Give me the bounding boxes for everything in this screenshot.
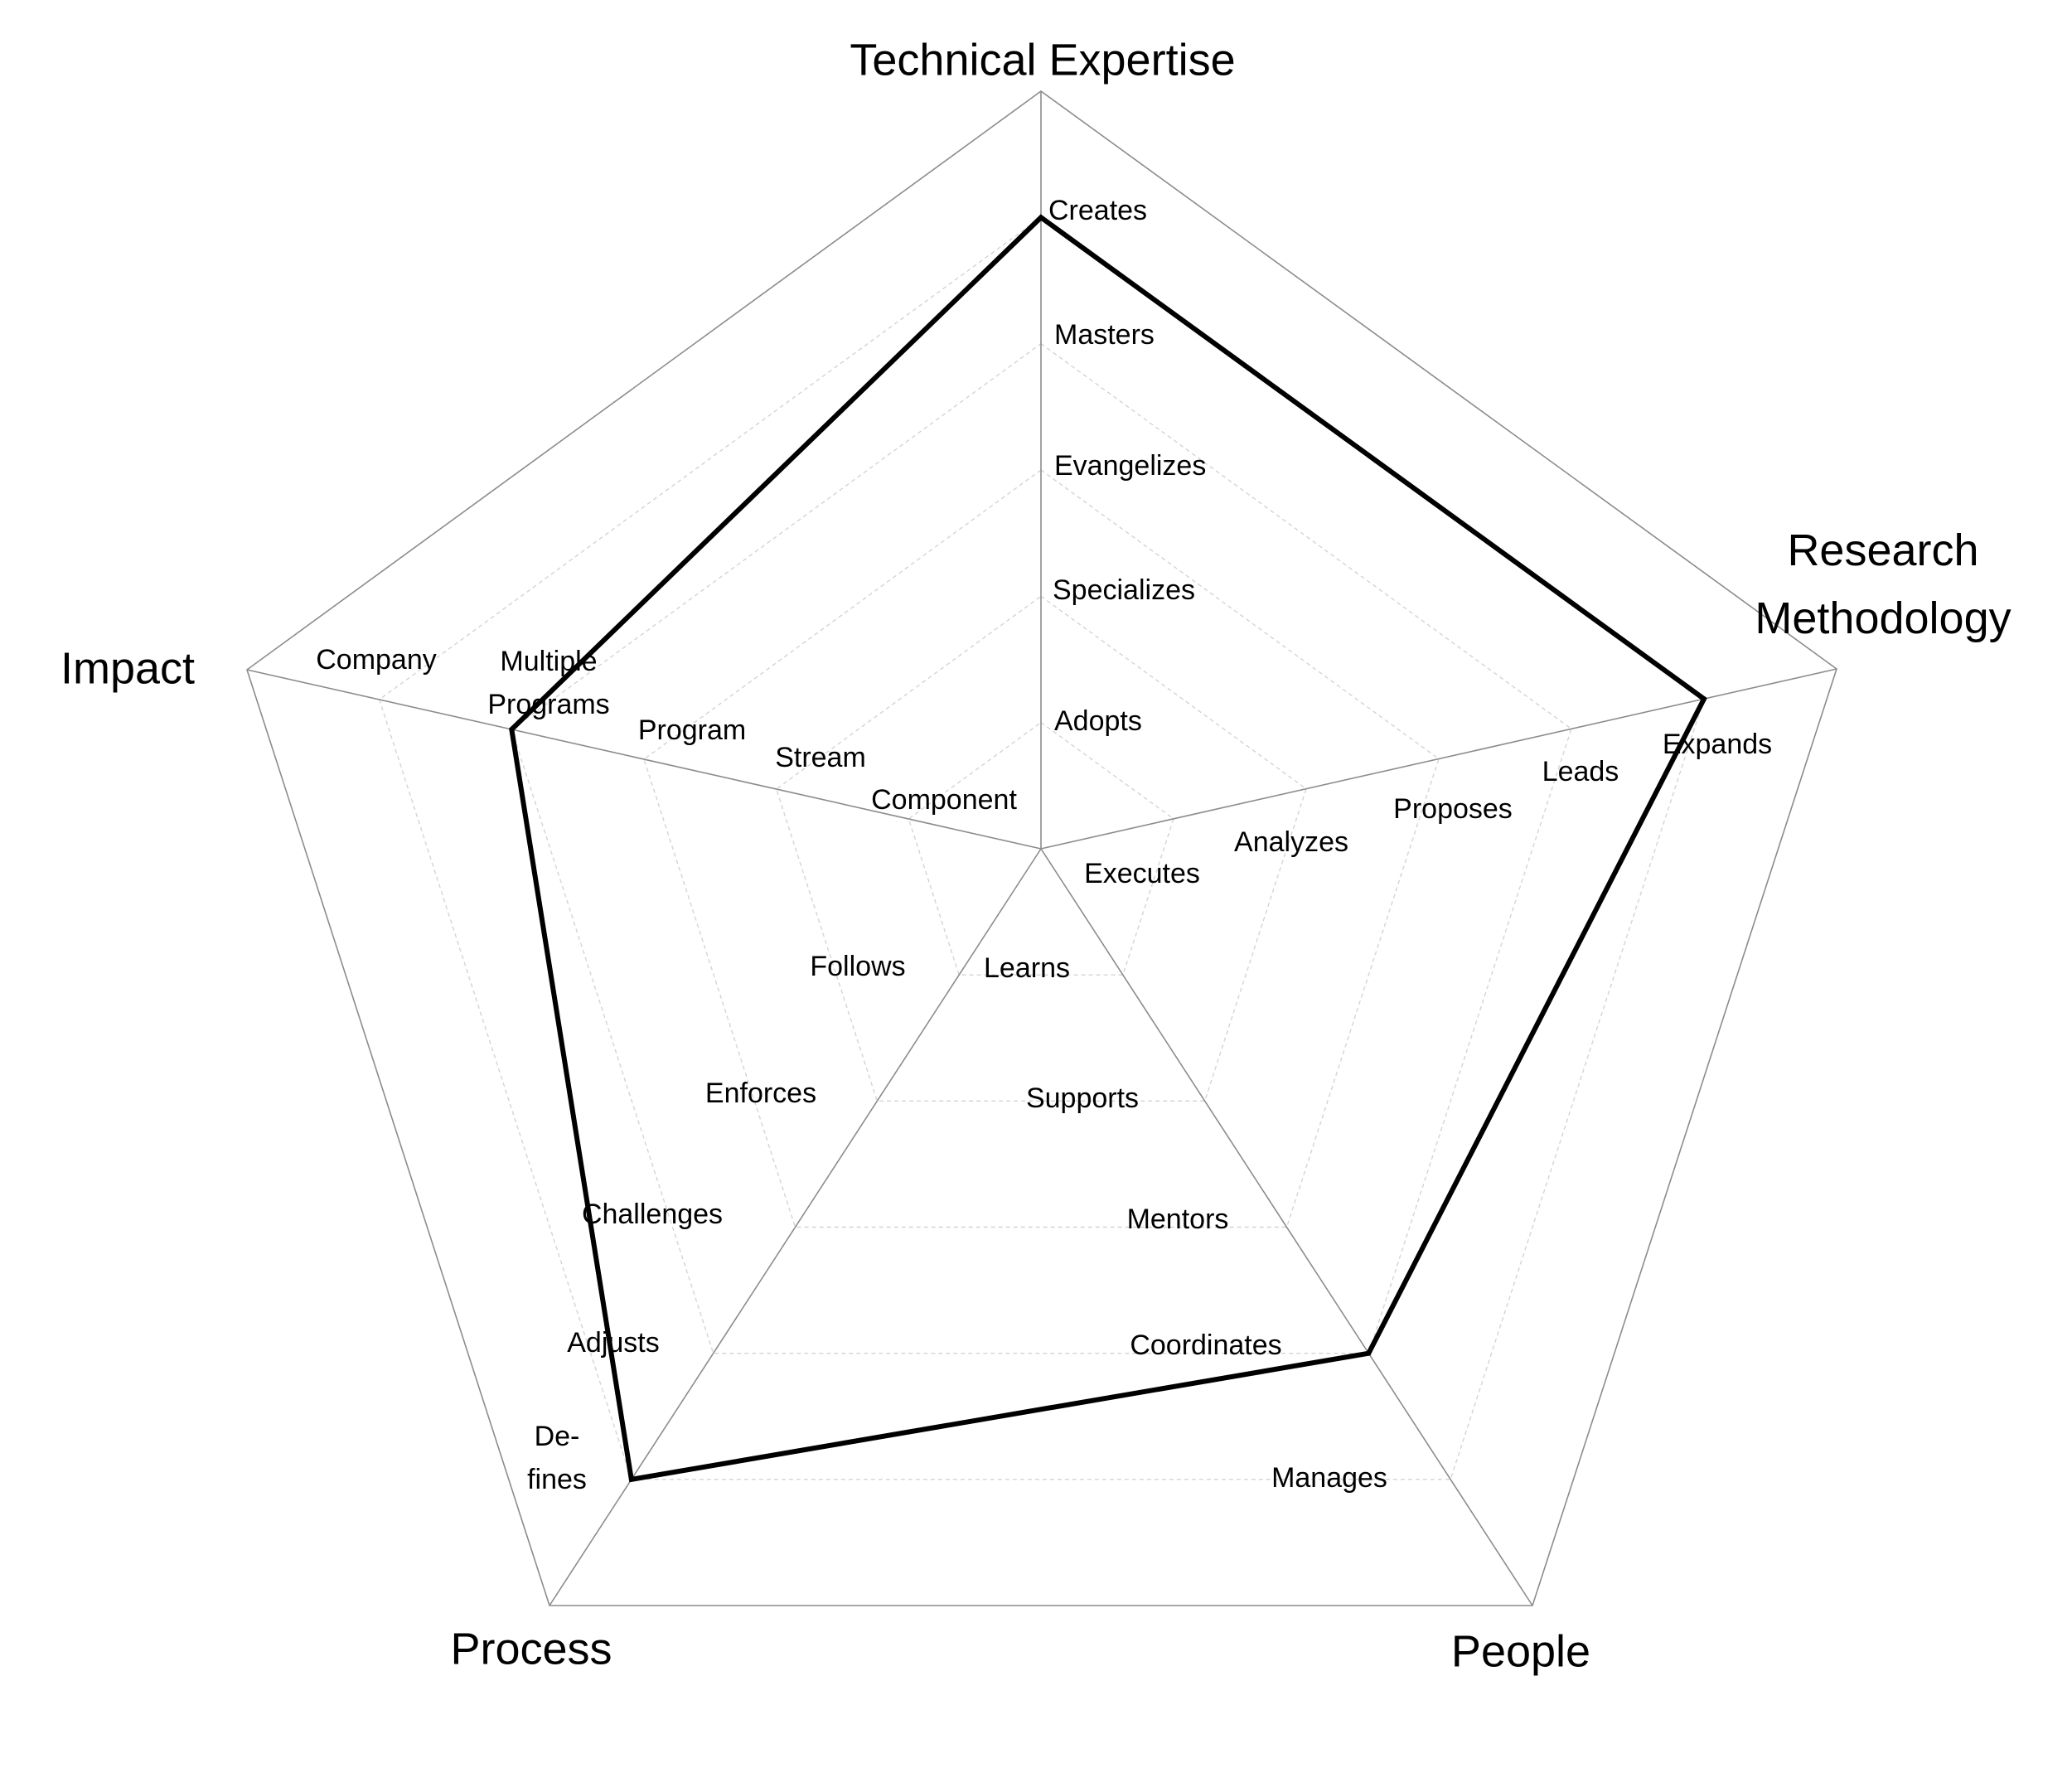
axis-spoke: [246, 669, 1042, 850]
level-label: Program: [638, 714, 746, 746]
level-label: Enforces: [705, 1078, 816, 1109]
level-label: Analyzes: [1234, 826, 1348, 858]
level-label: Component: [871, 784, 1017, 816]
outer-ring: [246, 90, 1837, 1606]
axis-title: Technical Expertise: [850, 35, 1235, 85]
level-label: Company: [316, 644, 437, 676]
level-label: Challenges: [582, 1199, 723, 1230]
level-label: Stream: [775, 742, 866, 773]
level-label: Leads: [1542, 756, 1619, 787]
grid-ring: [908, 721, 1174, 976]
level-label: Mentors: [1127, 1204, 1229, 1235]
grid-ring: [511, 342, 1572, 1354]
level-label-line: Programs: [487, 689, 609, 720]
level-label: Evangelizes: [1054, 450, 1206, 482]
level-label: Specializes: [1053, 574, 1195, 606]
level-label-line: De-: [535, 1421, 580, 1452]
level-label: Masters: [1054, 319, 1155, 351]
level-label: Executes: [1084, 858, 1200, 889]
level-label: Learns: [984, 952, 1070, 984]
data-point: [1702, 696, 1706, 702]
data-point: [628, 1476, 634, 1482]
level-label: Follows: [810, 951, 905, 982]
axis-title: Process: [450, 1624, 612, 1674]
level-label: Creates: [1048, 195, 1147, 226]
axis-title: Research Methodology: [1755, 526, 2011, 643]
level-label-line: fines: [527, 1464, 587, 1495]
level-label: Expands: [1663, 729, 1772, 760]
axis-title: People: [1451, 1626, 1590, 1676]
level-label: Adopts: [1054, 705, 1142, 737]
level-label: Manages: [1271, 1462, 1387, 1494]
data-point: [1366, 1350, 1372, 1356]
axis-title-line: Research: [1787, 526, 1978, 575]
level-label: Supports: [1026, 1083, 1139, 1114]
series-line: [509, 214, 1707, 1483]
axis-spoke: [1040, 848, 1533, 1606]
data-point: [1038, 215, 1043, 220]
level-label: Coordinates: [1130, 1330, 1281, 1361]
level-label: De-fines: [527, 1421, 587, 1495]
axis-title-line: Methodology: [1755, 593, 2011, 643]
level-label-line: Multiple: [500, 646, 597, 677]
level-label: Adjusts: [567, 1327, 660, 1359]
level-label: Multiple Programs: [487, 646, 609, 720]
grid-ring: [775, 595, 1307, 1102]
data-point: [509, 727, 515, 732]
level-label: Proposes: [1393, 793, 1513, 825]
axis-title: Impact: [61, 643, 195, 693]
